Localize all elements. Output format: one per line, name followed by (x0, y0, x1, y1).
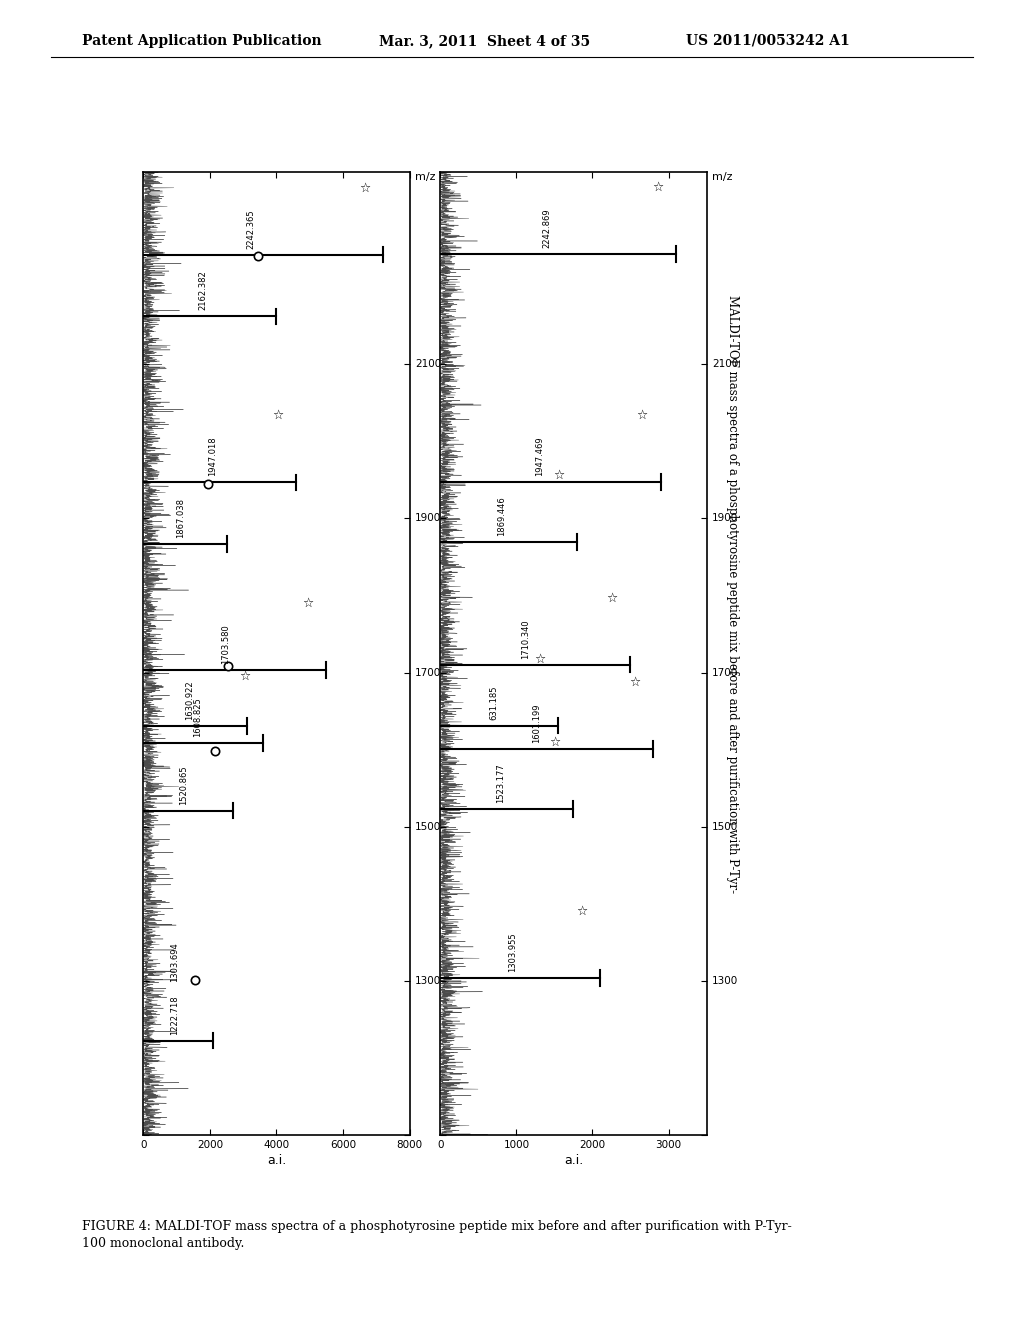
Text: ☆: ☆ (652, 181, 664, 194)
Text: 1630.922: 1630.922 (185, 681, 195, 721)
Text: ☆: ☆ (272, 409, 284, 422)
Text: 1947.018: 1947.018 (208, 437, 217, 477)
X-axis label: a.i.: a.i. (564, 1154, 583, 1167)
Text: 1710.340: 1710.340 (521, 619, 530, 659)
Text: Mar. 3, 2011  Sheet 4 of 35: Mar. 3, 2011 Sheet 4 of 35 (379, 34, 590, 48)
Text: 1869.446: 1869.446 (498, 496, 507, 536)
Text: ☆: ☆ (534, 652, 545, 665)
Text: Patent Application Publication: Patent Application Publication (82, 34, 322, 48)
Text: 1703.580: 1703.580 (221, 624, 230, 664)
Text: ☆: ☆ (637, 409, 648, 421)
Text: 1300: 1300 (415, 975, 441, 986)
Text: 2100: 2100 (712, 359, 738, 370)
Text: 1500: 1500 (712, 822, 738, 832)
Text: 1700: 1700 (712, 668, 738, 677)
Text: 1700: 1700 (415, 668, 441, 677)
Text: 1867.038: 1867.038 (176, 498, 185, 539)
Text: 2242.869: 2242.869 (542, 209, 551, 248)
Text: ☆: ☆ (358, 181, 370, 194)
Text: MALDI-TOF mass spectra of a phosphotyrosine peptide mix before and after purific: MALDI-TOF mass spectra of a phosphotyros… (726, 294, 738, 894)
Text: 1222.718: 1222.718 (170, 995, 179, 1035)
Text: 1947.469: 1947.469 (536, 437, 544, 477)
Text: ☆: ☆ (606, 591, 617, 605)
Text: 2100: 2100 (415, 359, 441, 370)
Text: 1520.865: 1520.865 (179, 766, 188, 805)
Text: US 2011/0053242 A1: US 2011/0053242 A1 (686, 34, 850, 48)
Text: 1300: 1300 (712, 975, 738, 986)
Text: ☆: ☆ (549, 735, 560, 748)
Text: 1900: 1900 (712, 513, 738, 524)
Text: 1500: 1500 (415, 822, 441, 832)
Text: 100 monoclonal antibody.: 100 monoclonal antibody. (82, 1237, 245, 1250)
Text: 1608.825: 1608.825 (193, 697, 202, 737)
Text: 1303.694: 1303.694 (170, 942, 179, 982)
Text: ☆: ☆ (239, 669, 250, 682)
Text: 631.185: 631.185 (488, 685, 498, 719)
Text: 1303.955: 1303.955 (508, 932, 517, 973)
Text: FIGURE 4: MALDI-TOF mass spectra of a phosphotyrosine peptide mix before and aft: FIGURE 4: MALDI-TOF mass spectra of a ph… (82, 1220, 792, 1233)
Text: m/z: m/z (712, 172, 732, 182)
Text: ☆: ☆ (629, 676, 640, 689)
Text: ☆: ☆ (302, 597, 313, 610)
Text: ☆: ☆ (553, 469, 564, 482)
Text: ☆: ☆ (575, 904, 587, 917)
Text: 1900: 1900 (415, 513, 441, 524)
Text: 2242.365: 2242.365 (247, 209, 256, 248)
Text: m/z: m/z (415, 172, 435, 182)
X-axis label: a.i.: a.i. (267, 1154, 286, 1167)
Text: 1601.199: 1601.199 (531, 704, 541, 743)
Text: 1523.177: 1523.177 (496, 763, 505, 803)
Text: 2162.382: 2162.382 (199, 271, 208, 310)
